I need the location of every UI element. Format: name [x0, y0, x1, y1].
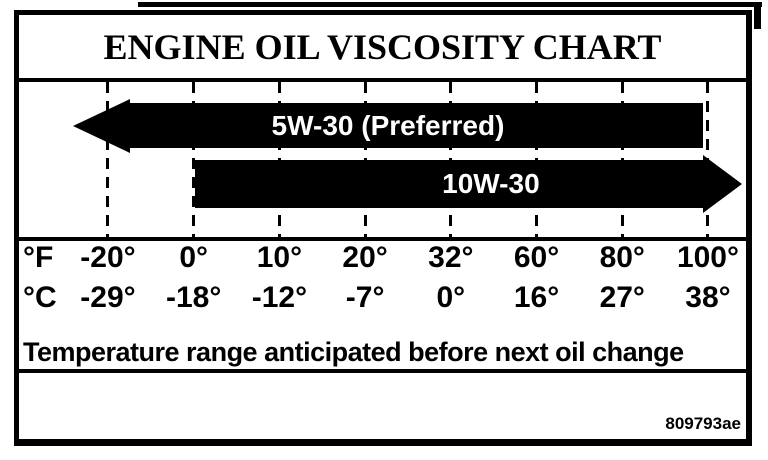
bar-5w30: 5W-30 (Preferred)	[73, 98, 703, 153]
tick-label: 38°	[685, 281, 731, 314]
tick-label: -7°	[345, 281, 385, 314]
bar-5w30-body	[129, 103, 703, 148]
fahrenheit-scale-row: °F -20° 0° 10° 20° 32° 60° 80° 100°	[19, 243, 746, 273]
dashed-gridline	[106, 82, 110, 237]
tick-label: 100°	[676, 241, 739, 274]
arrow-left-icon	[73, 98, 131, 153]
tick-label: 80°	[599, 241, 645, 274]
dashed-gridline	[363, 82, 367, 237]
tick-label: 0°	[436, 281, 466, 314]
tick-label: 27°	[599, 281, 645, 314]
bar-5w30-label: 5W-30 (Preferred)	[271, 109, 505, 141]
arrow-right-icon	[702, 155, 742, 213]
dashed-gridline	[535, 82, 539, 237]
dashed-gridline	[620, 82, 624, 237]
tick-label: 0°	[179, 241, 209, 274]
page-artifact-horizontal-line	[138, 2, 762, 7]
tick-label: -12°	[251, 281, 308, 314]
bar-10w30-label: 10W-30	[442, 168, 540, 199]
scale-unit-label: °C	[23, 281, 57, 314]
tick-label: -18°	[166, 281, 222, 314]
tick-label: 32°	[428, 241, 474, 274]
dashed-gridline	[192, 82, 196, 237]
bar-10w30: 10W-30	[195, 155, 742, 213]
tick-label: 16°	[513, 281, 560, 314]
figure-code-section: 809793ae	[19, 373, 746, 439]
tick-label: 20°	[342, 241, 388, 274]
bar-10w30-body	[195, 160, 704, 208]
chart-frame: ENGINE OIL VISCOSITY CHART 5W-30 (Prefer…	[14, 10, 752, 446]
figure-code: 809793ae	[665, 414, 741, 433]
dashed-gridline	[277, 82, 281, 237]
temperature-scale-section: °F -20° 0° 10° 20° 32° 60° 80° 100° °C -29° -18° -1…	[19, 241, 746, 373]
tick-label: -29°	[80, 281, 136, 314]
chart-plot-area: 5W-30 (Preferred) 10W-30	[19, 82, 746, 241]
page-artifact-vertical-line	[754, 2, 761, 29]
tick-label: 60°	[513, 241, 560, 274]
tick-label: -20°	[80, 241, 136, 274]
dashed-gridline	[449, 82, 453, 237]
scale-unit-label: °F	[23, 241, 54, 274]
chart-title-section: ENGINE OIL VISCOSITY CHART	[19, 15, 746, 82]
tick-label: 10°	[256, 241, 303, 274]
chart-footnote: Temperature range anticipated before nex…	[23, 337, 684, 367]
chart-title: ENGINE OIL VISCOSITY CHART	[103, 26, 662, 67]
celsius-scale-row: °C -29° -18° -12° -7° 0° 16° 27° 38°	[19, 283, 746, 313]
